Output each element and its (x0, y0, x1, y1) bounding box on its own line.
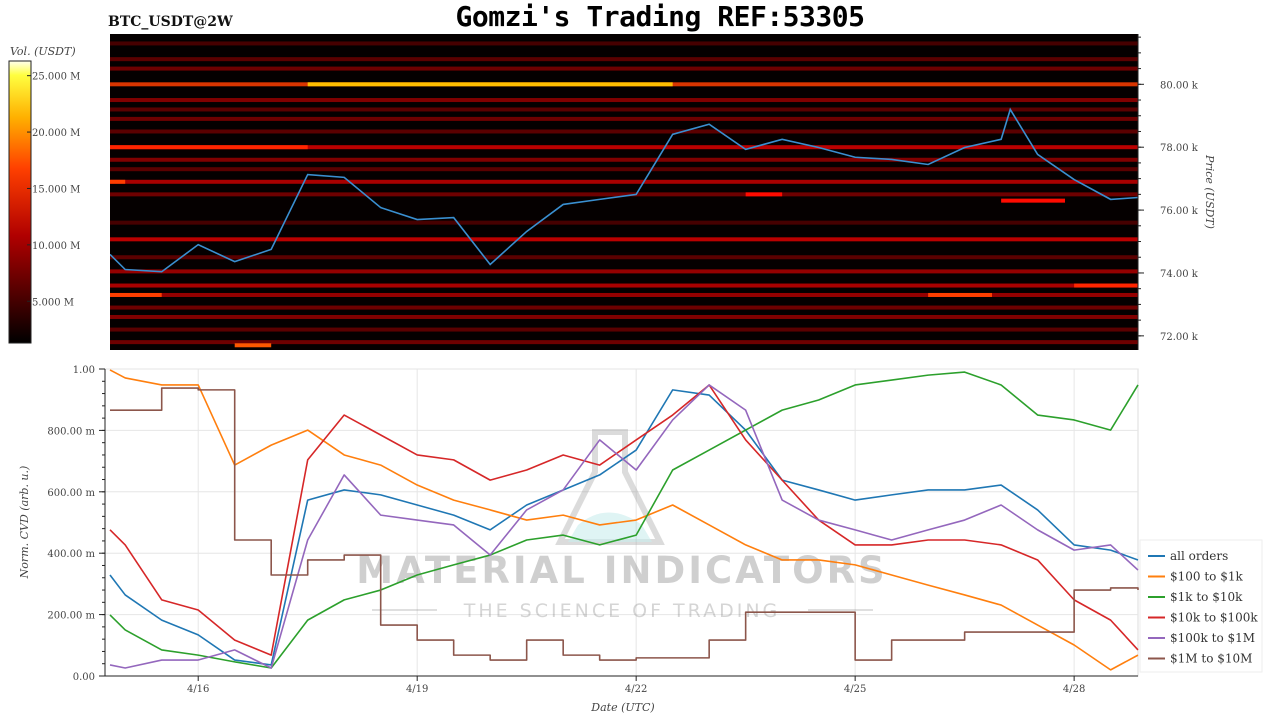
heatmap-segment (110, 145, 308, 150)
heatmap-band (110, 192, 1138, 197)
heatmap-band (110, 179, 1138, 184)
symbol-label: BTC_USDT@2W (108, 14, 233, 30)
heatmap-band (110, 255, 1138, 260)
price-line (110, 107, 1138, 273)
heatmap-band (110, 167, 1138, 172)
heatmap-band (110, 145, 1138, 150)
series-line (110, 387, 1139, 661)
heatmap-segment (110, 292, 162, 297)
colorbar-tick-label: 5.000 M (32, 297, 74, 308)
legend-box (1139, 539, 1263, 673)
series-line (109, 384, 1139, 669)
cvd-y-tick-label: 400.00 m (47, 549, 95, 560)
flask-liquid (568, 512, 652, 542)
heatmap-segment (1074, 283, 1138, 288)
heatmap-segment (234, 343, 272, 348)
colorbar-tick-label: 15.000 M (32, 184, 80, 195)
legend-entry: all orders (1170, 549, 1228, 563)
colorbar (8, 60, 32, 344)
heatmap-band (110, 292, 1138, 297)
legend-entry: $100 to $1k (1170, 570, 1243, 584)
legend-entry: $1M to $10M (1170, 652, 1252, 666)
cvd-x-tick-label: 4/28 (1063, 684, 1085, 695)
heatmap-band (110, 129, 1138, 134)
price-tick-label: 76.00 k (1160, 206, 1199, 217)
price-tick-label: 74.00 k (1160, 269, 1199, 280)
heatmap-band (110, 220, 1138, 225)
heatmap-band (110, 305, 1138, 310)
cvd-y-tick-label: 0.00 (73, 672, 95, 683)
heatmap-band (110, 107, 1138, 112)
cvd-y-tick-label: 600.00 m (47, 488, 95, 499)
heatmap-segment (1001, 198, 1066, 203)
heatmap-band (110, 269, 1138, 274)
price-tick-label: 72.00 k (1160, 332, 1199, 343)
watermark-title: MATERIAL INDICATORS (356, 549, 887, 592)
heatmap-band (110, 41, 1138, 46)
legend-entry: $10k to $100k (1170, 611, 1258, 625)
cvd-y-tick-label: 800.00 m (47, 426, 95, 437)
colorbar-label: Vol. (USDT) (10, 45, 76, 58)
heatmap-segment (307, 82, 673, 87)
heatmap-band (110, 314, 1138, 319)
legend-entry: $1k to $10k (1170, 590, 1243, 604)
cvd-x-tick-label: 4/19 (406, 684, 428, 695)
heatmap-band (110, 57, 1138, 62)
heatmap-band (110, 66, 1138, 71)
cvd-y-tick-label: 1.00 (73, 365, 95, 376)
colorbar-tick-label: 20.000 M (32, 128, 80, 139)
cvd-y-tick-label: 200.00 m (47, 611, 95, 622)
heatmap-band (110, 157, 1138, 162)
heatmap-segment (745, 192, 783, 197)
heatmap-background (110, 34, 1138, 350)
cvd-x-tick-label: 4/25 (844, 684, 866, 695)
heatmap-band (110, 237, 1138, 242)
cvd-x-axis-label: Date (UTC) (590, 701, 654, 714)
heatmap-band (110, 116, 1138, 121)
series-line (109, 369, 1139, 671)
cvd-y-axis-label: Norm. CVD (arb. u.) (18, 466, 31, 580)
cvd-x-tick-label: 4/22 (625, 684, 647, 695)
price-tick-label: 78.00 k (1160, 143, 1199, 154)
watermark-subtitle: THE SCIENCE OF TRADING (463, 600, 781, 622)
heatmap-band (110, 327, 1138, 332)
price-tick-label: 80.00 k (1160, 80, 1199, 91)
watermark: MATERIAL INDICATORS THE SCIENCE OF TRADI… (356, 429, 887, 622)
colorbar-tick-label: 10.000 M (32, 241, 80, 252)
series-line (109, 384, 1139, 656)
page-title: Gomzi's Trading REF:53305 (456, 0, 865, 33)
heatmap-band (110, 98, 1138, 103)
heatmap-segment (928, 292, 993, 297)
legend-entry: $100k to $1M (1170, 631, 1255, 645)
heatmap-band (110, 283, 1138, 288)
series-line (109, 371, 1139, 669)
price-axis-label: Price (USDT) (1203, 154, 1216, 229)
colorbar-tick-label: 25.000 M (32, 72, 80, 83)
heatmap-segment (110, 179, 126, 184)
flask-logo (555, 429, 665, 545)
cvd-x-tick-label: 4/16 (187, 684, 209, 695)
heatmap-band (110, 340, 1138, 345)
